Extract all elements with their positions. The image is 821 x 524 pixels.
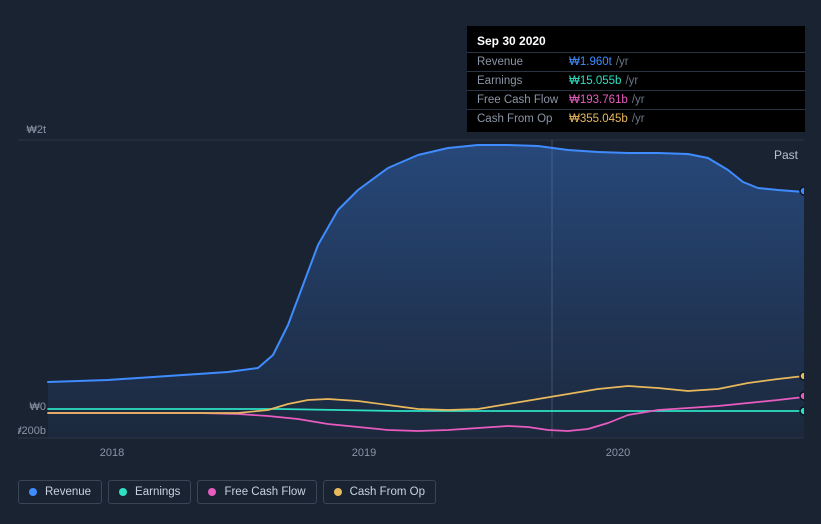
tooltip-value: ₩1.960t (569, 56, 612, 68)
legend-label: Revenue (45, 486, 91, 498)
financials-chart[interactable]: ₩2t ₩0 -₩200b 2018 2019 2020 Past (18, 120, 804, 460)
legend-dot (208, 488, 216, 496)
legend: Revenue Earnings Free Cash Flow Cash From O… (18, 480, 436, 504)
tooltip-unit: /yr (625, 75, 638, 87)
tooltip-row: Free Cash Flow₩193.761b/yr (467, 90, 805, 109)
tooltip-label: Free Cash Flow (477, 94, 569, 106)
y-axis-label: ₩2t (26, 124, 46, 136)
x-axis-label: 2020 (606, 447, 630, 459)
legend-dot (29, 488, 37, 496)
tooltip-row: Earnings₩15.055b/yr (467, 71, 805, 90)
legend-dot (334, 488, 342, 496)
past-label: Past (774, 148, 798, 162)
tooltip-date: Sep 30 2020 (467, 30, 805, 52)
legend-label: Free Cash Flow (224, 486, 305, 498)
legend-label: Earnings (135, 486, 180, 498)
tooltip-unit: /yr (616, 56, 629, 68)
legend-item-earnings[interactable]: Earnings (108, 480, 191, 504)
y-axis-label: ₩0 (30, 401, 47, 413)
tooltip-unit: /yr (632, 94, 645, 106)
tooltip-row: Revenue₩1.960t/yr (467, 52, 805, 71)
legend-item-cash-from-op[interactable]: Cash From Op (323, 480, 436, 504)
x-axis-label: 2019 (352, 447, 376, 459)
legend-item-free-cash-flow[interactable]: Free Cash Flow (197, 480, 316, 504)
legend-dot (119, 488, 127, 496)
legend-item-revenue[interactable]: Revenue (18, 480, 102, 504)
tooltip-value: ₩193.761b (569, 94, 628, 106)
tooltip-label: Earnings (477, 75, 569, 87)
legend-label: Cash From Op (350, 486, 425, 498)
x-axis-label: 2018 (100, 447, 124, 459)
y-axis-label: -₩200b (18, 425, 46, 437)
tooltip-value: ₩15.055b (569, 75, 621, 87)
chart-tooltip: Sep 30 2020 Revenue₩1.960t/yrEarnings₩15… (467, 26, 805, 132)
tooltip-label: Revenue (477, 56, 569, 68)
